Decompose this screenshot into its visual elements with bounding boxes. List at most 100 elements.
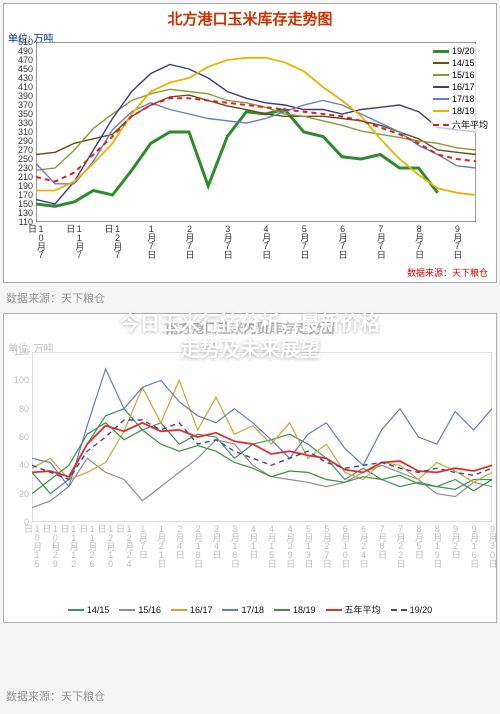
y-tick: 470 (18, 55, 33, 65)
legend-label: 16/17 (190, 605, 213, 615)
x-tick: 9月30日 (488, 524, 497, 567)
headline-overlay: 今日玉米行情分析，最新价格 走势及未来展望 (0, 311, 500, 363)
north-port-inventory-chart: 北方港口玉米库存走势图 单位: 万吨 110130150170190210230… (3, 3, 497, 283)
plot-area: 1101301501701902102302502702903103303503… (36, 42, 476, 222)
chart-title: 北方港口玉米库存走势图 (4, 4, 496, 33)
series-line (36, 65, 476, 205)
legend-label: 16/17 (452, 82, 475, 92)
x-tick: 8月7日 (414, 224, 423, 258)
legend-item: 19/20 (391, 603, 433, 616)
series-line (36, 58, 476, 195)
y-tick: 60 (19, 432, 29, 442)
legend-swatch (274, 609, 290, 611)
legend-item: 16/17 (171, 603, 213, 616)
legend-swatch (433, 110, 449, 112)
plot-area: 020406080100120 (32, 352, 492, 522)
legend: 19/20 14/15 15/16 16/17 17/18 18/19 六年平均 (431, 44, 490, 133)
legend-item: 15/16 (433, 70, 488, 80)
legend-label: 19/20 (410, 605, 433, 615)
legend-swatch (433, 50, 449, 53)
y-tick: 430 (18, 73, 33, 83)
legend-label: 14/15 (87, 605, 110, 615)
x-tick: 10月29日 (41, 524, 59, 570)
x-tick: 8月19日 (432, 524, 441, 567)
legend-swatch (171, 609, 187, 611)
y-tick: 390 (18, 91, 33, 101)
legend-label: 18/19 (452, 106, 475, 116)
y-tick: 350 (18, 109, 33, 119)
legend: 14/15 15/16 16/17 17/18 18/19 五年平均 19/20 (4, 599, 496, 620)
x-tick: 8月5日 (414, 524, 423, 558)
y-tick: 230 (18, 163, 33, 173)
x-tick: 7月7日 (376, 224, 385, 258)
y-tick: 290 (18, 136, 33, 146)
x-tick: 5月13日 (304, 524, 313, 567)
legend-item: 18/19 (433, 106, 488, 116)
legend-swatch (433, 62, 449, 64)
x-tick: 1月7日 (138, 524, 147, 558)
x-tick: 6月10日 (340, 524, 349, 567)
y-tick: 490 (18, 46, 33, 56)
x-tick: 9月16日 (469, 524, 478, 567)
y-tick: 310 (18, 127, 33, 137)
y-tick: 40 (19, 460, 29, 470)
x-tick: 10月15日 (23, 524, 41, 570)
legend-label: 五年平均 (345, 603, 381, 616)
x-tick: 4月7日 (261, 224, 270, 258)
x-tick: 10月7日 (27, 224, 45, 264)
x-tick: 5月27日 (322, 524, 331, 567)
y-tick: 190 (18, 181, 33, 191)
series-line (36, 89, 476, 170)
x-tick: 2月7日 (185, 224, 194, 258)
legend-label: 14/15 (452, 58, 475, 68)
legend-item: 17/18 (222, 603, 264, 616)
legend-item: 六年平均 (433, 118, 488, 131)
legend-label: 15/16 (138, 605, 161, 615)
headline-line2: 走势及未来展望 (0, 337, 500, 363)
y-tick: 80 (19, 404, 29, 414)
legend-label: 六年平均 (452, 118, 488, 131)
y-tick: 250 (18, 154, 33, 164)
legend-label: 18/19 (293, 605, 316, 615)
legend-item: 19/20 (433, 46, 488, 56)
y-tick: 100 (14, 375, 29, 385)
x-tick: 11月7日 (65, 224, 83, 264)
y-tick: 130 (18, 208, 33, 218)
x-tick: 7月8日 (377, 524, 386, 558)
y-tick: 450 (18, 64, 33, 74)
x-tick: 4月29日 (285, 524, 294, 567)
y-tick: 330 (18, 118, 33, 128)
x-tick: 3月18日 (230, 524, 239, 567)
legend-swatch (433, 74, 449, 76)
x-tick: 9月7日 (452, 224, 461, 258)
y-tick: 510 (18, 37, 33, 47)
legend-item: 15/16 (119, 603, 161, 616)
x-tick: 5月7日 (299, 224, 308, 258)
x-tick: 12月10日 (97, 524, 115, 570)
y-tick: 410 (18, 82, 33, 92)
x-tick: 9月2日 (451, 524, 460, 558)
chart-svg (36, 42, 476, 222)
x-axis: 10月7日11月7日12月7日1月7日2月7日3月7日4月7日5月7日6月7日7… (36, 224, 476, 264)
outer-source-1: 数据来源：天下粮仓 (0, 286, 500, 310)
x-tick: 3月7日 (223, 224, 232, 258)
legend-label: 17/18 (452, 94, 475, 104)
y-tick: 20 (19, 489, 29, 499)
y-tick: 270 (18, 145, 33, 155)
chart-svg (32, 352, 492, 522)
x-tick: 12月7日 (104, 224, 122, 264)
series-line (32, 409, 492, 494)
legend-item: 14/15 (68, 603, 110, 616)
legend-item: 五年平均 (326, 603, 381, 616)
legend-swatch (391, 609, 407, 611)
x-tick: 4月15日 (267, 524, 276, 567)
x-tick: 7月22日 (396, 524, 405, 567)
legend-item: 18/19 (274, 603, 316, 616)
legend-swatch (326, 609, 342, 611)
legend-swatch (433, 98, 449, 100)
x-tick: 4月1日 (248, 524, 257, 558)
y-tick: 370 (18, 100, 33, 110)
y-tick: 210 (18, 172, 33, 182)
headline-line1: 今日玉米行情分析，最新价格 (0, 311, 500, 337)
x-axis: 10月15日10月29日11月12日11月26日12月10日12月24日1月7日… (32, 524, 492, 570)
